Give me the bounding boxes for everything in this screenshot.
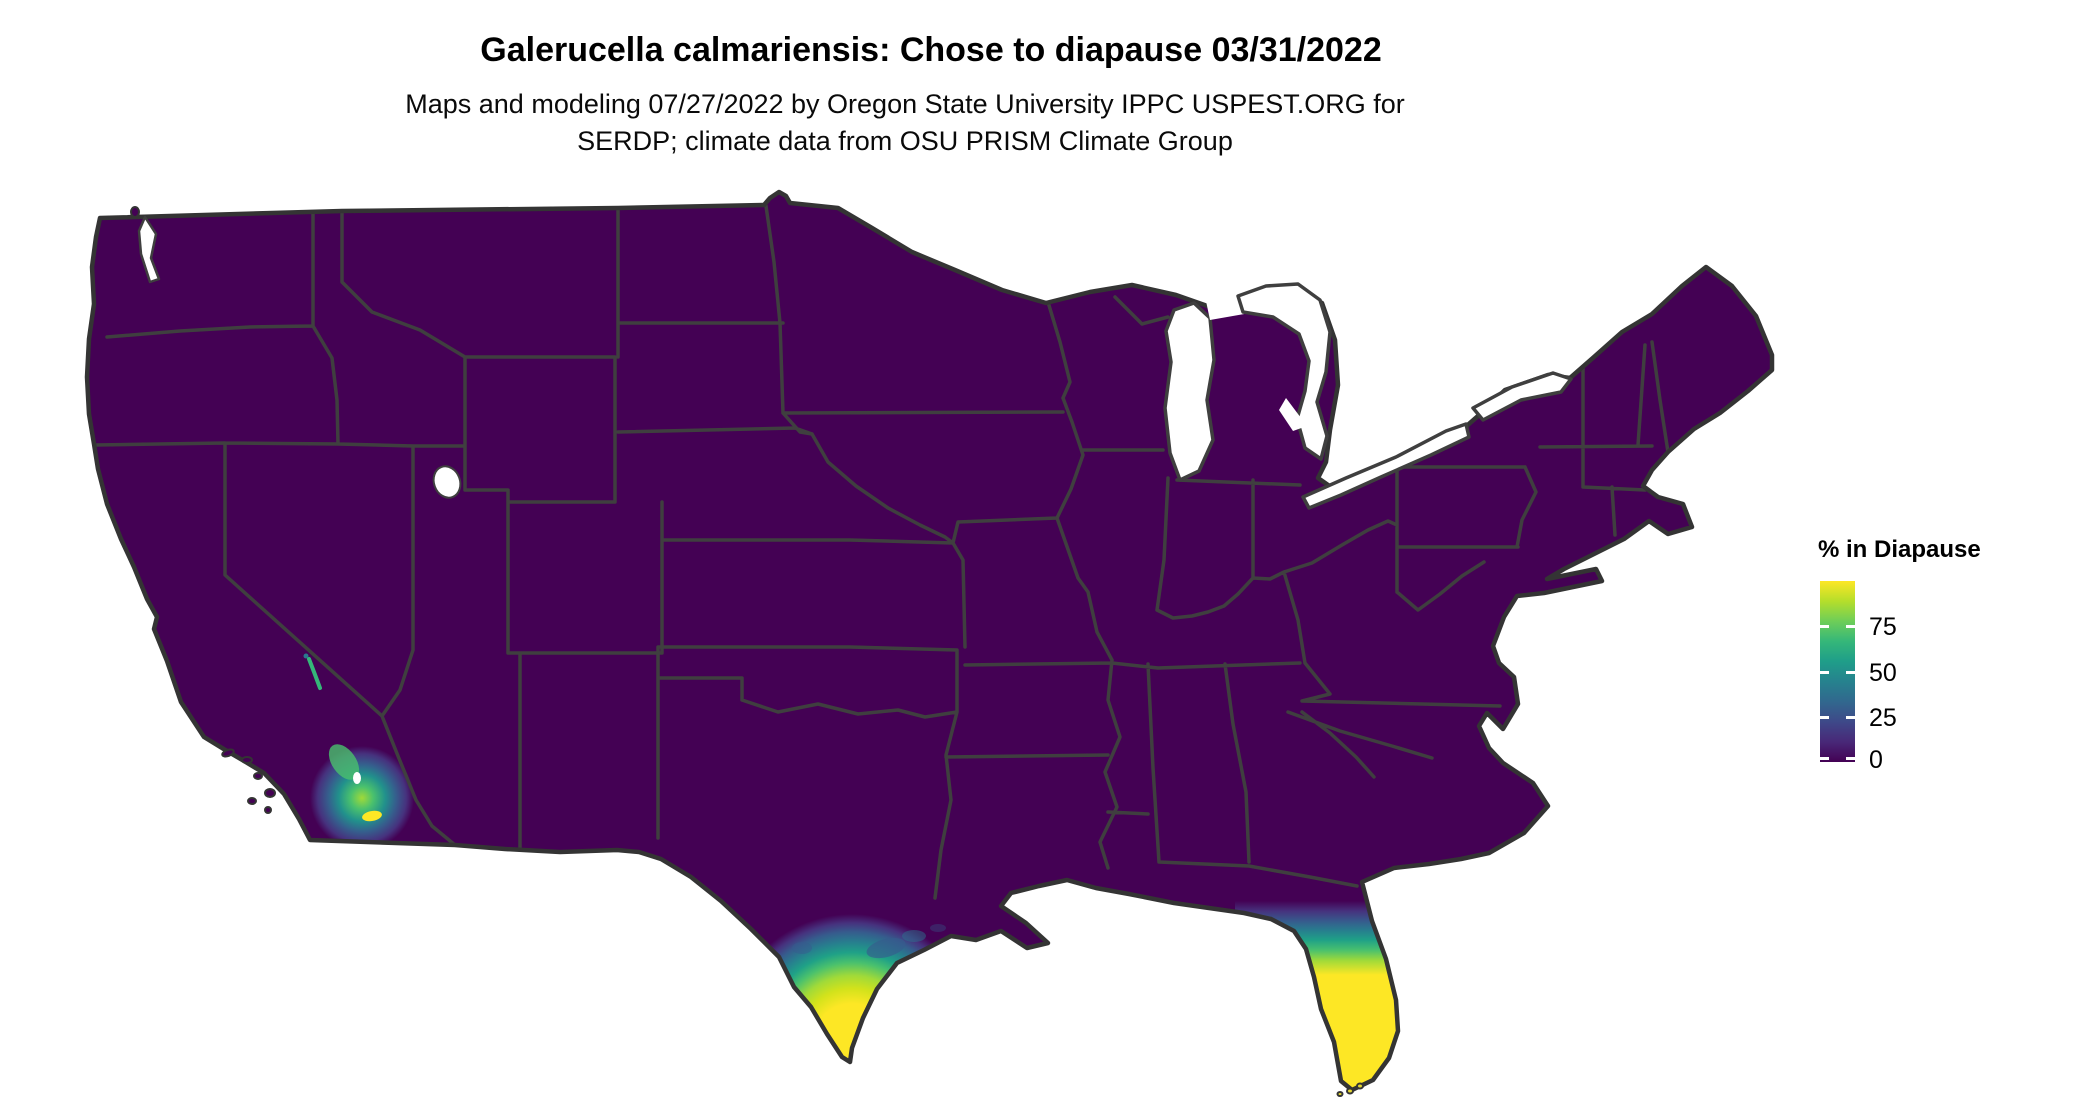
chart-subtitle-line2: SERDP; climate data from OSU PRISM Clima… [577, 126, 1233, 156]
salton-sea [353, 772, 361, 784]
legend-tick-75-right [1846, 625, 1855, 628]
legend-tick-25-right [1846, 716, 1855, 719]
legend-tick-50-right [1846, 671, 1855, 674]
imperial-valley-gradient-region [310, 746, 414, 850]
legend-tick-50-left [1820, 671, 1829, 674]
florida-key [1356, 1082, 1364, 1090]
legend-label-25: 25 [1869, 704, 1897, 732]
islands [130, 206, 1364, 1097]
legend-tick-0-right [1846, 757, 1855, 760]
channel-island [247, 797, 257, 805]
channel-island [253, 772, 263, 780]
saginaw-bay [1279, 398, 1307, 431]
florida-key [1346, 1087, 1354, 1095]
legend-tick-25-left [1820, 716, 1829, 719]
lake-huron [1236, 282, 1332, 461]
lake-erie [1301, 422, 1471, 510]
puget-island [130, 206, 140, 218]
imperial-valley-green-finger [328, 744, 360, 780]
death-valley-streak [307, 657, 322, 690]
death-valley-dot [303, 653, 309, 659]
legend-title: % in Diapause [1818, 536, 1981, 563]
chart-subtitle-line1: Maps and modeling 07/27/2022 by Oregon S… [405, 89, 1405, 119]
texas-coast-speckle [866, 937, 906, 959]
legend-tick-75-left [1820, 625, 1829, 628]
lake-michigan [1163, 301, 1216, 482]
texas-coast-speckle [930, 924, 946, 932]
south-texas-gradient-region [724, 914, 980, 1090]
legend-tick-0-left [1820, 757, 1829, 760]
texas-inland-speckle [792, 942, 812, 954]
texas-coast-speckle [902, 930, 926, 942]
great-lakes [137, 215, 1573, 784]
state-borders [93, 204, 1670, 900]
legend-label-50: 50 [1869, 659, 1897, 687]
channel-island [264, 806, 272, 814]
channel-island [241, 756, 253, 764]
legend-label-75: 75 [1869, 613, 1897, 641]
us-landmass-base [87, 192, 1772, 1090]
channel-island [264, 788, 276, 798]
legend-label-0: 0 [1869, 746, 1883, 774]
puget-sound [137, 215, 161, 284]
lake-ontario [1471, 371, 1573, 422]
florida-key [1336, 1091, 1344, 1097]
great-salt-lake [432, 465, 462, 499]
imperial-valley-yellow-core [362, 810, 382, 822]
channel-island [221, 748, 235, 758]
chart-title: Galerucella calmariensis: Chose to diapa… [480, 31, 1382, 69]
